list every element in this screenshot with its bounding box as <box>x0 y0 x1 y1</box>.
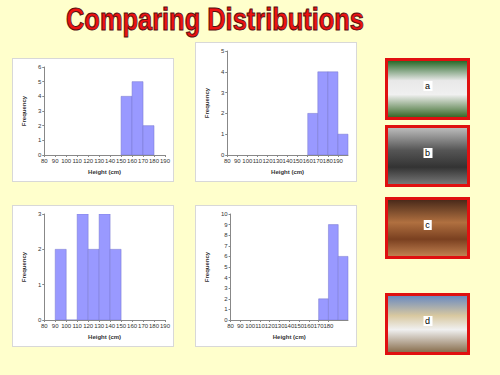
svg-text:80: 80 <box>41 158 48 164</box>
svg-text:140: 140 <box>105 323 116 329</box>
svg-text:170: 170 <box>138 323 149 329</box>
svg-text:Frequency: Frequency <box>204 87 210 118</box>
svg-text:110: 110 <box>72 323 82 329</box>
svg-text:100: 100 <box>242 158 253 164</box>
html-text:100 110 120 130 140 150 160 17: 100 110 120 130 140 150 160 170 <box>245 323 324 329</box>
svg-text:Height (cm): Height (cm) <box>88 169 121 175</box>
svg-text:130: 130 <box>94 158 105 164</box>
svg-text:Height (cm): Height (cm) <box>273 334 306 340</box>
svg-text:100: 100 <box>61 158 72 164</box>
svg-text:160: 160 <box>127 323 138 329</box>
svg-text:190: 190 <box>160 158 171 164</box>
svg-text:4: 4 <box>221 69 225 75</box>
svg-text:80: 80 <box>227 323 234 329</box>
svg-text:90: 90 <box>234 158 241 164</box>
svg-text:180: 180 <box>149 323 160 329</box>
svg-text:90: 90 <box>52 158 59 164</box>
svg-text:6: 6 <box>38 64 42 70</box>
svg-text:3: 3 <box>38 211 42 217</box>
svg-text:140: 140 <box>105 158 116 164</box>
svg-text:80: 80 <box>224 158 231 164</box>
svg-text:10: 10 <box>221 211 228 217</box>
svg-text:5: 5 <box>221 48 225 54</box>
svg-text:3: 3 <box>221 90 225 96</box>
svg-text:2: 2 <box>38 246 42 252</box>
svg-text:4: 4 <box>38 93 42 99</box>
svg-text:1: 1 <box>38 137 42 143</box>
svg-text:2: 2 <box>224 296 228 302</box>
svg-text:1: 1 <box>221 131 225 137</box>
svg-text:7: 7 <box>224 243 228 249</box>
html-text:c: c <box>425 220 430 231</box>
svg-text:150: 150 <box>116 158 127 164</box>
html-text:a: a <box>425 81 430 92</box>
svg-text:190: 190 <box>160 323 171 329</box>
svg-text:6: 6 <box>224 253 228 259</box>
svg-text:3: 3 <box>224 285 228 291</box>
svg-text:180: 180 <box>323 323 334 329</box>
svg-text:160: 160 <box>127 158 138 164</box>
svg-text:2: 2 <box>221 110 225 116</box>
html-text:Comparing Distributions: Comparing Distributions <box>66 2 364 37</box>
svg-text:3: 3 <box>38 108 42 114</box>
svg-text:Frequency: Frequency <box>204 251 210 282</box>
svg-text:5: 5 <box>38 79 42 85</box>
svg-text:1: 1 <box>224 306 228 312</box>
svg-text:130: 130 <box>94 323 105 329</box>
svg-text:5: 5 <box>224 264 228 270</box>
svg-text:80: 80 <box>41 323 48 329</box>
html-text:b: b <box>425 148 430 159</box>
svg-text:1: 1 <box>38 282 42 288</box>
svg-text:110: 110 <box>253 158 263 164</box>
svg-text:170: 170 <box>138 158 149 164</box>
svg-text:90: 90 <box>237 323 244 329</box>
svg-text:190: 190 <box>333 158 344 164</box>
svg-text:180: 180 <box>149 158 160 164</box>
svg-text:Frequency: Frequency <box>21 251 27 282</box>
svg-text:0: 0 <box>37 152 42 158</box>
html-text:d: d <box>425 316 430 327</box>
html-text:120 130 140 150 160 170 180: 120 130 140 150 160 170 180 <box>262 158 333 164</box>
svg-text:150: 150 <box>116 323 127 329</box>
svg-text:8: 8 <box>224 232 228 238</box>
svg-text:90: 90 <box>52 323 59 329</box>
svg-text:120: 120 <box>83 158 94 164</box>
svg-text:100: 100 <box>61 323 72 329</box>
svg-text:0: 0 <box>220 152 225 158</box>
svg-text:9: 9 <box>224 222 228 228</box>
svg-text:0: 0 <box>224 317 228 323</box>
svg-text:2: 2 <box>38 123 42 129</box>
svg-text:120: 120 <box>83 323 94 329</box>
svg-text:4: 4 <box>224 275 228 281</box>
svg-text:Frequency: Frequency <box>21 95 27 126</box>
svg-text:Height (cm): Height (cm) <box>271 169 304 175</box>
svg-text:0: 0 <box>37 317 42 323</box>
svg-text:Height (cm): Height (cm) <box>88 334 121 340</box>
svg-text:110: 110 <box>72 158 82 164</box>
